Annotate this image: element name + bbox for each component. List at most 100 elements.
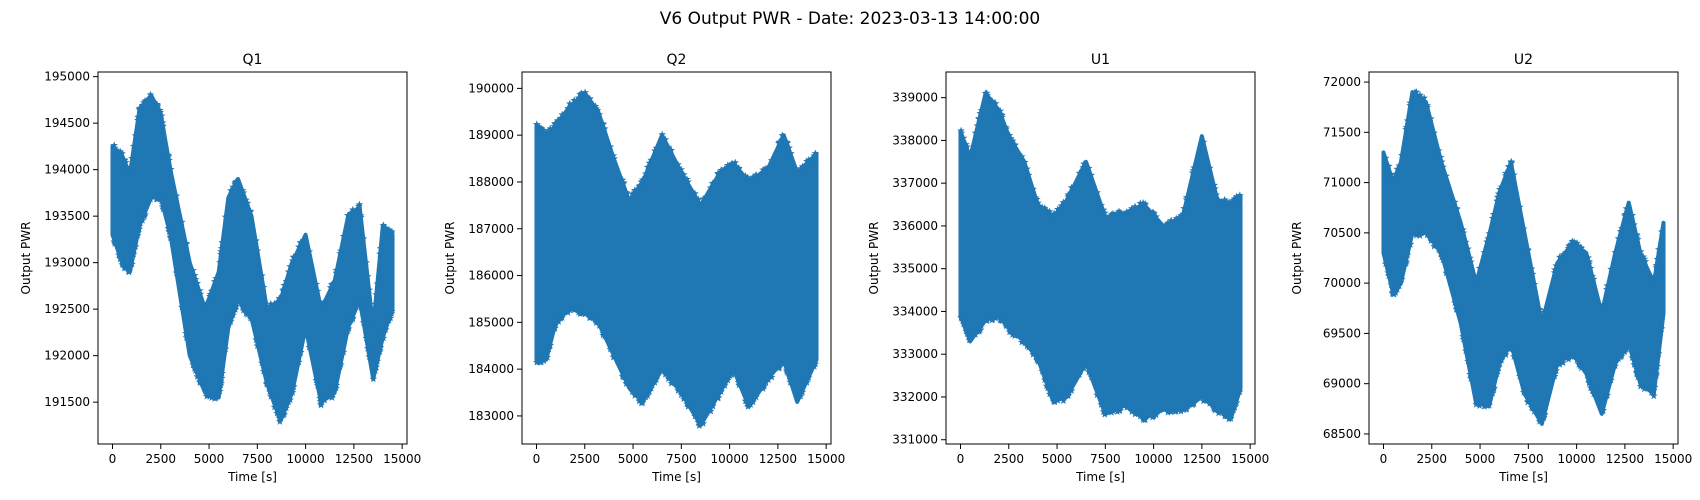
x-tick-label: 0 [1380,452,1388,466]
marker-star [1212,190,1221,199]
marker-star [1653,255,1662,263]
marker-star [1550,372,1559,380]
marker-star [749,173,757,181]
marker-star [172,191,181,200]
marker-star [381,325,390,333]
marker-star [212,274,220,282]
marker-star [1555,360,1564,368]
x-tick-label: 2500 [569,452,600,466]
marker-star [359,234,368,242]
marker-star [647,156,655,164]
marker-star [971,128,980,137]
marker-star [1607,265,1615,273]
marker-star [1093,188,1101,196]
marker-star [1611,362,1620,370]
marker-star [1067,386,1076,394]
marker-star [1075,370,1084,379]
marker-star [252,236,260,244]
marker-star [677,165,685,173]
x-tick-label: 7500 [242,452,273,466]
marker-star [1023,342,1031,350]
marker-star [610,154,618,162]
marker-star [570,306,579,314]
marker-star [190,364,199,372]
marker-star [190,271,199,279]
marker-star [1402,257,1411,266]
y-tick-label: 331000 [892,433,938,447]
marker-star [1616,353,1625,361]
marker-fringe-u1 [957,89,1244,424]
marker-star [1650,383,1659,391]
marker-star [684,402,692,410]
y-tick-label: 193500 [44,209,90,223]
marker-star [289,382,298,391]
y-tick-label: 188000 [468,175,514,189]
marker-star [1485,401,1494,409]
marker-star [661,370,670,378]
y-tick-label: 69500 [1323,326,1361,340]
marker-star [259,367,268,375]
marker-star [1451,298,1459,306]
marker-star [752,170,760,179]
marker-star [1222,198,1231,206]
marker-star [1577,363,1586,372]
marker-star [1472,277,1481,285]
marker-star [782,365,791,374]
marker-star [317,401,325,409]
marker-star [1439,162,1447,171]
marker-star [195,286,204,294]
marker-star [618,176,627,184]
subplot-q1: 0 2500 5000 7500 10000 12500 15000 191500 192000… [19,52,421,484]
marker-star [159,122,167,130]
marker-star [988,316,996,324]
data-band-q2 [534,91,819,428]
marker-star [317,304,325,312]
marker-star [709,401,717,410]
marker-star [1188,168,1197,176]
marker-star [957,126,965,134]
marker-star [664,143,673,151]
marker-star [376,249,384,258]
marker-star [1395,161,1403,169]
marker-star [1647,388,1656,396]
marker-star [642,169,650,177]
marker-star [1050,397,1059,406]
marker-star [1484,234,1492,242]
marker-star [252,335,260,344]
marker-star [1122,208,1131,216]
marker-star [684,177,692,186]
marker-star [166,165,175,173]
marker-star [1524,246,1532,254]
marker-star [997,316,1005,324]
marker-star [1406,240,1414,248]
marker-star [566,305,574,314]
marker-star [591,316,600,324]
marker-star [1141,201,1149,209]
marker-star [988,96,996,105]
marker-star [570,96,579,104]
marker-star [216,387,224,395]
marker-star [1020,158,1029,166]
marker-star [1075,169,1084,177]
marker-star [253,341,262,349]
y-tick-label: 185000 [468,315,514,329]
marker-star [379,334,388,342]
marker-star [581,310,589,318]
marker-star [159,205,167,213]
marker-star [1434,245,1443,253]
marker-star [778,360,787,368]
marker-star [242,195,250,204]
marker-star [1053,205,1062,213]
marker-fringe-q2 [532,88,820,429]
marker-star [963,142,971,151]
marker-star [1515,203,1524,211]
marker-star [714,393,723,401]
marker-star [1573,239,1581,247]
marker-star [1630,360,1638,368]
marker-star [959,320,968,328]
marker-star [760,382,769,390]
marker-star [128,260,136,268]
marker-star [1490,384,1498,392]
marker-star [1381,154,1390,162]
marker-star [667,379,676,387]
